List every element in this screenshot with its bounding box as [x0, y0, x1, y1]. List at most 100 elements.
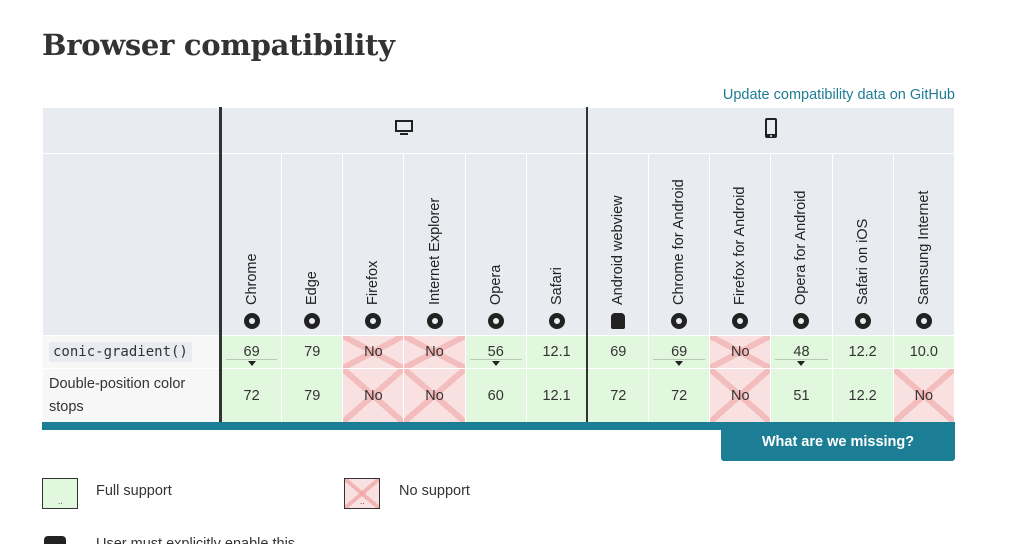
support-version: No: [364, 344, 383, 360]
support-cell: No: [709, 335, 772, 369]
browser-name: Chrome for Android: [671, 179, 688, 305]
desktop-icon: [395, 120, 414, 135]
feature-row: Double-position color stops 72 79 No No 60 12.…: [42, 368, 956, 423]
opera-icon: [793, 313, 810, 329]
support-version: 56: [487, 344, 504, 360]
firefox-icon: [732, 313, 749, 329]
browser-header: Internet Explorer: [403, 153, 466, 336]
page-title: Browser compatibility: [42, 28, 395, 62]
browser-name: Firefox: [365, 260, 382, 305]
support-cell: 72: [219, 368, 283, 423]
mobile-icon: [765, 118, 778, 138]
support-version: 72: [610, 387, 627, 404]
cross-icon: [345, 479, 379, 508]
support-cell: 12.2: [831, 368, 894, 423]
ie-icon: [426, 313, 443, 329]
support-version: 69: [610, 344, 627, 360]
support-version: No: [914, 387, 934, 404]
browser-header: Samsung Internet: [892, 153, 956, 336]
support-cell[interactable]: 48: [770, 335, 833, 369]
browser-header: Edge: [281, 153, 344, 336]
browser-name: Safari on iOS: [854, 218, 871, 305]
browser-name: Opera for Android: [793, 190, 810, 305]
notes-divider: [775, 359, 828, 360]
browser-name: Android webview: [610, 195, 627, 305]
legend-none-mark: ..: [360, 497, 365, 506]
support-version: 12.1: [542, 344, 571, 360]
support-cell: 51: [770, 368, 833, 423]
support-cell[interactable]: 56: [464, 335, 527, 369]
table-corner: [42, 107, 222, 154]
notes-divider: [469, 359, 522, 360]
browser-header: Chrome for Android: [648, 153, 711, 336]
browser-name: Samsung Internet: [915, 190, 932, 305]
support-cell[interactable]: 69: [219, 335, 283, 369]
support-cell: No: [403, 368, 466, 423]
support-cell[interactable]: 69: [648, 335, 711, 369]
browser-header: Safari: [525, 153, 588, 336]
notes-divider: [226, 359, 278, 360]
browser-header: Opera for Android: [770, 153, 833, 336]
expand-notes-icon[interactable]: [675, 361, 684, 366]
support-version: 79: [304, 387, 321, 404]
support-cell: No: [709, 368, 772, 423]
support-version: 12.2: [848, 387, 877, 404]
chrome-icon: [243, 313, 260, 329]
edge-icon: [304, 313, 321, 329]
legend-partial-label: User must explicitly enable this: [96, 536, 296, 544]
support-cell: 72: [648, 368, 711, 423]
github-update-link[interactable]: Update compatibility data on GitHub: [722, 87, 955, 103]
chrome-icon: [671, 313, 688, 329]
feature-row: conic-gradient() 69 79 No No 56 12.1 69 69 No 48 12…: [42, 335, 956, 369]
feature-label: conic-gradient(): [49, 342, 192, 362]
browser-row: Chrome Edge Firefox Internet Explorer Opera S…: [42, 153, 956, 336]
support-cell: 12.1: [525, 335, 588, 369]
browser-name: Safari: [548, 267, 565, 305]
browser-name: Opera: [487, 264, 504, 305]
platform-desktop: [220, 107, 589, 154]
support-cell: No: [342, 368, 405, 423]
support-version: No: [731, 387, 750, 404]
support-cell: 79: [281, 335, 344, 369]
browser-header: Firefox for Android: [709, 153, 772, 336]
browser-name: Chrome: [243, 253, 260, 305]
table-corner-lower: [42, 153, 222, 336]
support-version: No: [364, 387, 383, 404]
support-version: 69: [243, 344, 260, 360]
table-bottom-bar: [42, 422, 955, 430]
support-version: 60: [487, 387, 504, 404]
safari-icon: [854, 313, 871, 329]
browser-header: Firefox: [342, 153, 405, 336]
support-cell: No: [403, 335, 466, 369]
support-version: No: [425, 387, 444, 404]
expand-notes-icon[interactable]: [247, 361, 256, 366]
support-version: 12.2: [848, 344, 877, 360]
browser-header: Android webview: [586, 153, 650, 336]
support-cell: 12.1: [525, 368, 588, 423]
what-are-we-missing-button[interactable]: What are we missing?: [721, 422, 955, 461]
opera-icon: [487, 313, 504, 329]
support-cell: 12.2: [831, 335, 894, 369]
feature-label: Double-position color stops: [49, 375, 186, 415]
support-version: 10.0: [909, 344, 938, 360]
support-version: No: [425, 344, 444, 360]
support-cell: 60: [464, 368, 527, 423]
support-cell: 72: [586, 368, 650, 423]
feature-name: conic-gradient(): [42, 335, 222, 369]
support-version: 69: [671, 344, 688, 360]
legend-full-support-label: Full support: [96, 483, 172, 499]
platform-mobile: [586, 107, 956, 154]
support-cell: No: [342, 335, 405, 369]
support-cell: 69: [586, 335, 650, 369]
legend-no-support-label: No support: [399, 483, 470, 499]
notes-divider: [653, 359, 706, 360]
support-version: 51: [793, 387, 810, 404]
expand-notes-icon[interactable]: [797, 361, 806, 366]
flag-icon: [44, 536, 66, 544]
legend-full-mark: ..: [58, 497, 63, 506]
safari-icon: [548, 313, 565, 329]
browser-header: Chrome: [219, 153, 283, 336]
expand-notes-icon[interactable]: [491, 361, 500, 366]
samsung-icon: [915, 313, 932, 329]
firefox-icon: [365, 313, 382, 329]
